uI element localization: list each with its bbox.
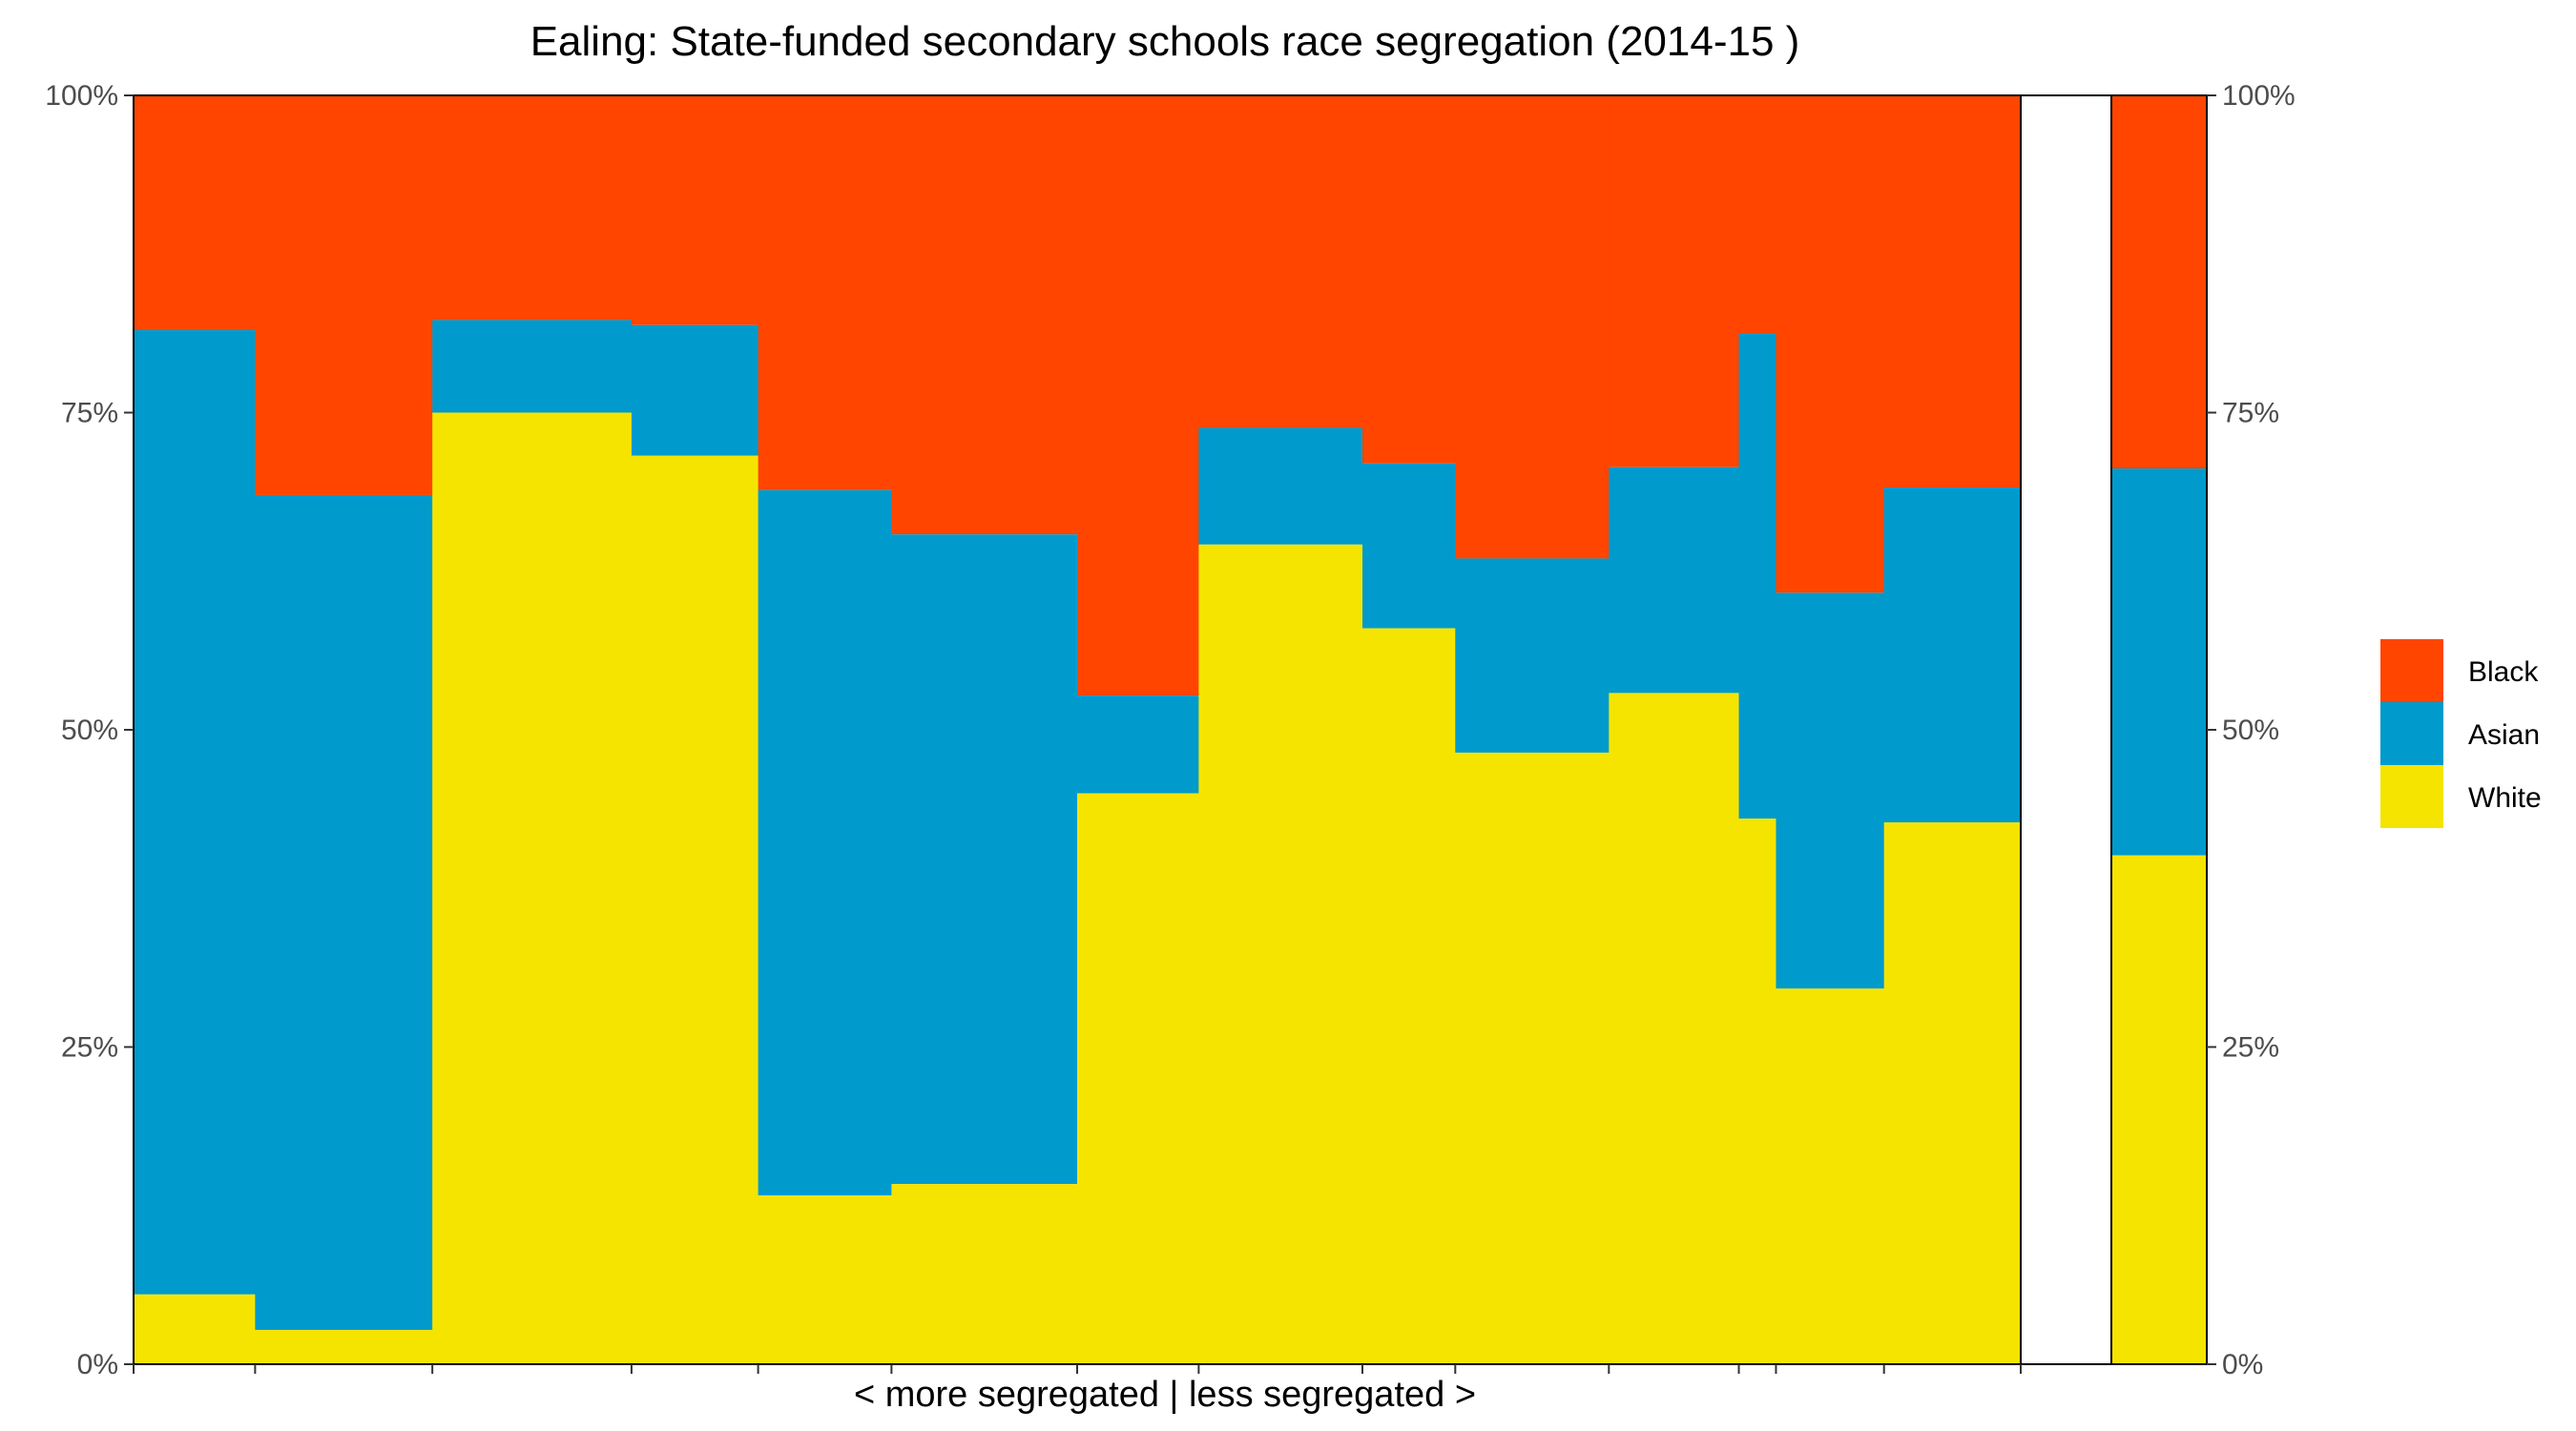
total-bar-white (2111, 855, 2207, 1364)
bar-white-9 (1362, 628, 1456, 1364)
bar-black-8 (1198, 95, 1363, 428)
bar-asian-7 (1077, 695, 1199, 794)
y-tick-label-right-0: 0% (2222, 1349, 2263, 1380)
bar-white-11 (1609, 693, 1740, 1364)
x-axis-ticks (133, 1364, 2022, 1374)
total-bar-black (2111, 95, 2207, 469)
y-tick-label-right-3: 75% (2222, 398, 2279, 429)
bar-white-1 (134, 1294, 256, 1364)
bar-white-12 (1738, 819, 1777, 1364)
bar-black-10 (1455, 95, 1610, 559)
bar-white-3 (432, 412, 633, 1364)
x-axis-label: < more segregated | less segregated > (854, 1375, 1476, 1415)
bar-asian-3 (432, 320, 633, 413)
bar-black-14 (1883, 95, 2022, 487)
bar-black-9 (1362, 95, 1456, 464)
bar-asian-14 (1883, 487, 2022, 823)
y-tick-label-left-3: 75% (61, 398, 118, 429)
bar-asian-1 (134, 330, 256, 1295)
bar-asian-12 (1738, 334, 1777, 819)
y-axis-left: 0% 25% 50% 75% 100% (45, 80, 134, 1380)
bar-white-5 (758, 1195, 892, 1364)
bar-asian-10 (1455, 558, 1610, 753)
bar-white-6 (891, 1184, 1078, 1364)
bar-black-1 (134, 95, 256, 331)
bars-layer (133, 94, 2112, 1365)
bar-black-6 (891, 95, 1078, 535)
bar-black-4 (631, 95, 759, 325)
bar-asian-8 (1198, 427, 1363, 545)
bar-white-8 (1198, 544, 1363, 1364)
chart-title: Ealing: State-funded secondary schools r… (530, 18, 1800, 65)
bar-white-2 (255, 1330, 433, 1364)
bar-black-13 (1776, 95, 1885, 593)
y-axis-right: 0% 25% 50% 75% 100% (2207, 80, 2296, 1380)
bar-black-3 (432, 95, 633, 321)
y-tick-label-right-1: 25% (2222, 1032, 2279, 1064)
bar-asian-13 (1776, 592, 1885, 989)
bar-asian-2 (255, 494, 433, 1331)
gap-panel-border (2020, 94, 2112, 1365)
bar-asian-5 (758, 489, 892, 1196)
bar-white-7 (1077, 793, 1199, 1364)
bar-white-10 (1455, 752, 1610, 1364)
y-tick-label-left-2: 50% (61, 715, 118, 746)
total-bar-asian (2111, 468, 2207, 856)
legend-label-asian: Asian (2468, 719, 2540, 751)
total-bar-layer (2110, 94, 2208, 1365)
y-tick-label-left-4: 100% (45, 80, 118, 112)
legend-label-white: White (2468, 782, 2542, 814)
bar-black-5 (758, 95, 892, 490)
y-tick-label-right-4: 100% (2222, 80, 2296, 112)
bar-white-13 (1776, 988, 1885, 1364)
bar-black-2 (255, 95, 433, 495)
bar-asian-11 (1609, 467, 1740, 694)
y-tick-label-right-2: 50% (2222, 715, 2279, 746)
legend-key-white (2380, 765, 2443, 828)
bar-asian-4 (631, 324, 759, 456)
bar-black-11 (1609, 95, 1740, 467)
bar-black-12 (1738, 95, 1777, 335)
bar-black-7 (1077, 95, 1199, 696)
bar-white-14 (1883, 822, 2022, 1364)
legend-key-asian (2380, 702, 2443, 765)
legend-label-black: Black (2468, 656, 2539, 688)
bar-asian-9 (1362, 463, 1456, 629)
y-tick-label-left-1: 25% (61, 1032, 118, 1064)
bar-asian-6 (891, 534, 1078, 1185)
y-tick-label-left-0: 0% (77, 1349, 118, 1380)
bar-white-4 (631, 455, 759, 1365)
legend: Black Asian White (2380, 639, 2542, 828)
legend-key-black (2380, 639, 2443, 702)
